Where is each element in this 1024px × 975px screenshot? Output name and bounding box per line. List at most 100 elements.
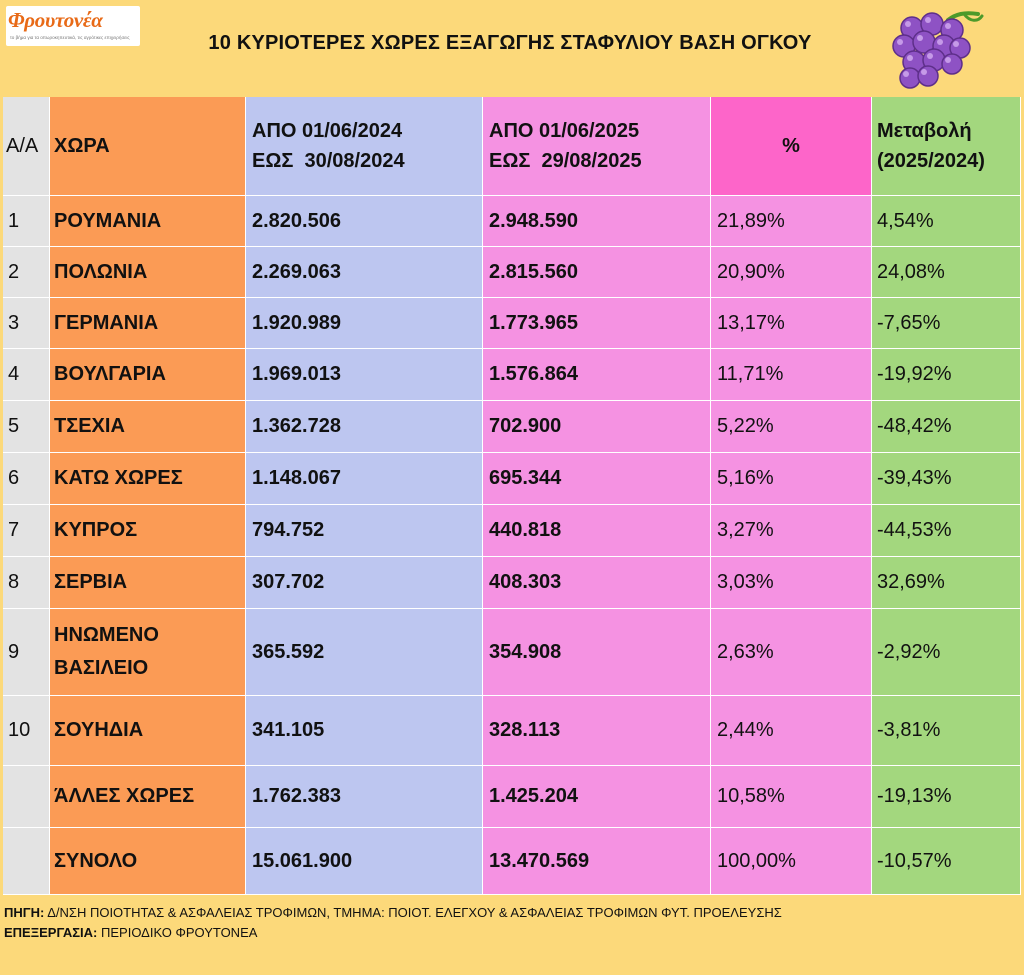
row-percent: 3,27% bbox=[711, 505, 872, 557]
row-volume-2024: 2.269.063 bbox=[246, 247, 483, 298]
table-row: 2 ΠΟΛΩΝΙΑ 2.269.063 2.815.560 20,90% 24,… bbox=[0, 247, 1024, 298]
row-percent: 5,16% bbox=[711, 453, 872, 505]
row-change: 32,69% bbox=[872, 557, 1021, 609]
processing-text: ΠΕΡΙΟΔΙΚΟ ΦΡΟΥΤΟΝΕΑ bbox=[100, 925, 258, 940]
page-title: 10 ΚΥΡΙΟΤΕΡΕΣ ΧΩΡΕΣ ΕΞΑΓΩΓΗΣ ΣΤΑΦΥΛΙΟΥ Β… bbox=[208, 32, 812, 54]
row-volume-2024: 794.752 bbox=[246, 505, 483, 557]
table-header-row: Α/Α ΧΩΡΑ ΑΠΟ 01/06/2024 ΕΩΣ 30/08/2024 ΑΠ… bbox=[0, 97, 1024, 196]
row-country: ΠΟΛΩΝΙΑ bbox=[50, 247, 246, 298]
table-row: 1 ΡΟΥΜΑΝΙΑ 2.820.506 2.948.590 21,89% 4,… bbox=[0, 196, 1024, 247]
header-period-2024: ΑΠΟ 01/06/2024 ΕΩΣ 30/08/2024 bbox=[246, 97, 483, 196]
row-volume-2025: 440.818 bbox=[483, 505, 711, 557]
table-row: 3 ΓΕΡΜΑΝΙΑ 1.920.989 1.773.965 13,17% -7… bbox=[0, 298, 1024, 349]
table-row: ΆΛΛΕΣ ΧΩΡΕΣ 1.762.383 1.425.204 10,58% -… bbox=[0, 766, 1024, 828]
row-volume-2024: 1.920.989 bbox=[246, 298, 483, 349]
row-country: ΒΟΥΛΓΑΡΙΑ bbox=[50, 349, 246, 401]
row-aa: 7 bbox=[3, 505, 50, 557]
row-aa bbox=[3, 766, 50, 828]
row-change: 4,54% bbox=[872, 196, 1021, 247]
header-country: ΧΩΡΑ bbox=[50, 97, 246, 196]
source-label: ΠΗΓΗ: bbox=[4, 905, 45, 920]
table-row: 5 ΤΣΕΧΙΑ 1.362.728 702.900 5,22% -48,42% bbox=[0, 401, 1024, 453]
row-volume-2025: 1.576.864 bbox=[483, 349, 711, 401]
row-aa: 8 bbox=[3, 557, 50, 609]
row-percent: 100,00% bbox=[711, 828, 872, 895]
header-change-label: Μεταβολή bbox=[877, 120, 972, 142]
row-change: -2,92% bbox=[872, 609, 1021, 696]
row-volume-2025: 13.470.569 bbox=[483, 828, 711, 895]
header-percent: % bbox=[711, 97, 872, 196]
row-aa: 9 bbox=[3, 609, 50, 696]
table-row-total: ΣΥΝΟΛΟ 15.061.900 13.470.569 100,00% -10… bbox=[0, 828, 1024, 895]
row-volume-2024: 1.762.383 bbox=[246, 766, 483, 828]
row-aa: 1 bbox=[3, 196, 50, 247]
row-country: ΣΟΥΗΔΙΑ bbox=[50, 696, 246, 766]
row-change: -44,53% bbox=[872, 505, 1021, 557]
header-change-years: (2025/2024) bbox=[877, 150, 985, 172]
processing-label: ΕΠΕΞΕΡΓΑΣΙΑ: bbox=[4, 925, 98, 940]
row-aa: 4 bbox=[3, 349, 50, 401]
row-change: -39,43% bbox=[872, 453, 1021, 505]
row-volume-2025: 695.344 bbox=[483, 453, 711, 505]
row-change: 24,08% bbox=[872, 247, 1021, 298]
row-volume-2025: 1.425.204 bbox=[483, 766, 711, 828]
source-line: ΠΗΓΗ: Δ/ΝΣΗ ΠΟΙΟΤΗΤΑΣ & ΑΣΦΑΛΕΙΑΣ ΤΡΟΦΙΜ… bbox=[4, 903, 1019, 923]
row-percent: 2,44% bbox=[711, 696, 872, 766]
row-volume-2024: 15.061.900 bbox=[246, 828, 483, 895]
table-row: 9 ΗΝΩΜΕΝΟ ΒΑΣΙΛΕΙΟ 365.592 354.908 2,63%… bbox=[0, 609, 1024, 696]
processing-line: ΕΠΕΞΕΡΓΑΣΙΑ: ΠΕΡΙΟΔΙΚΟ ΦΡΟΥΤΟΝΕΑ bbox=[4, 923, 1019, 943]
row-volume-2024: 1.148.067 bbox=[246, 453, 483, 505]
row-country: ΚΥΠΡΟΣ bbox=[50, 505, 246, 557]
header-period-2024-to: ΕΩΣ 30/08/2024 bbox=[252, 150, 405, 172]
row-change: -19,92% bbox=[872, 349, 1021, 401]
row-volume-2024: 341.105 bbox=[246, 696, 483, 766]
row-aa: 3 bbox=[3, 298, 50, 349]
row-percent: 2,63% bbox=[711, 609, 872, 696]
row-country: ΆΛΛΕΣ ΧΩΡΕΣ bbox=[50, 766, 246, 828]
grapes-icon bbox=[892, 11, 984, 89]
row-change: -3,81% bbox=[872, 696, 1021, 766]
export-table: Α/Α ΧΩΡΑ ΑΠΟ 01/06/2024 ΕΩΣ 30/08/2024 ΑΠ… bbox=[0, 97, 1024, 895]
row-country-label: ΗΝΩΜΕΝΟ ΒΑΣΙΛΕΙΟ bbox=[54, 624, 159, 679]
header-period-2024-from: ΑΠΟ 01/06/2024 bbox=[252, 120, 403, 142]
row-volume-2025: 2.948.590 bbox=[483, 196, 711, 247]
table-row: 7 ΚΥΠΡΟΣ 794.752 440.818 3,27% -44,53% bbox=[0, 505, 1024, 557]
logo: Φρουτονέα το βήμα για τα οπωροκηπευτικά,… bbox=[6, 6, 140, 46]
row-percent: 5,22% bbox=[711, 401, 872, 453]
row-change: -10,57% bbox=[872, 828, 1021, 895]
header: Φρουτονέα το βήμα για τα οπωροκηπευτικά,… bbox=[0, 0, 1024, 97]
row-volume-2024: 2.820.506 bbox=[246, 196, 483, 247]
row-country: ΓΕΡΜΑΝΙΑ bbox=[50, 298, 246, 349]
row-volume-2025: 702.900 bbox=[483, 401, 711, 453]
row-percent: 20,90% bbox=[711, 247, 872, 298]
source-text: Δ/ΝΣΗ ΠΟΙΟΤΗΤΑΣ & ΑΣΦΑΛΕΙΑΣ ΤΡΟΦΙΜΩΝ, ΤΜ… bbox=[47, 905, 782, 920]
row-aa bbox=[3, 828, 50, 895]
logo-name: Φρουτονέα bbox=[8, 8, 103, 32]
row-country: ΣΕΡΒΙΑ bbox=[50, 557, 246, 609]
header-period-2025: ΑΠΟ 01/06/2025 ΕΩΣ 29/08/2025 bbox=[483, 97, 711, 196]
row-change: -48,42% bbox=[872, 401, 1021, 453]
row-change: -7,65% bbox=[872, 298, 1021, 349]
row-volume-2025: 354.908 bbox=[483, 609, 711, 696]
row-volume-2025: 408.303 bbox=[483, 557, 711, 609]
row-volume-2024: 1.969.013 bbox=[246, 349, 483, 401]
footer: ΠΗΓΗ: Δ/ΝΣΗ ΠΟΙΟΤΗΤΑΣ & ΑΣΦΑΛΕΙΑΣ ΤΡΟΦΙΜ… bbox=[4, 903, 1019, 943]
row-aa: 6 bbox=[3, 453, 50, 505]
row-change: -19,13% bbox=[872, 766, 1021, 828]
table-row: 8 ΣΕΡΒΙΑ 307.702 408.303 3,03% 32,69% bbox=[0, 557, 1024, 609]
row-volume-2024: 307.702 bbox=[246, 557, 483, 609]
table-row: 10 ΣΟΥΗΔΙΑ 341.105 328.113 2,44% -3,81% bbox=[0, 696, 1024, 766]
header-period-2025-from: ΑΠΟ 01/06/2025 bbox=[489, 120, 640, 142]
row-volume-2025: 328.113 bbox=[483, 696, 711, 766]
row-volume-2025: 2.815.560 bbox=[483, 247, 711, 298]
row-percent: 10,58% bbox=[711, 766, 872, 828]
row-country: ΤΣΕΧΙΑ bbox=[50, 401, 246, 453]
row-percent: 13,17% bbox=[711, 298, 872, 349]
row-aa: 2 bbox=[3, 247, 50, 298]
row-percent: 21,89% bbox=[711, 196, 872, 247]
row-volume-2024: 365.592 bbox=[246, 609, 483, 696]
row-country: ΗΝΩΜΕΝΟ ΒΑΣΙΛΕΙΟ bbox=[50, 609, 246, 696]
header-period-2025-to: ΕΩΣ 29/08/2025 bbox=[489, 150, 642, 172]
row-country: ΡΟΥΜΑΝΙΑ bbox=[50, 196, 246, 247]
row-country: ΚΑΤΩ ΧΩΡΕΣ bbox=[50, 453, 246, 505]
